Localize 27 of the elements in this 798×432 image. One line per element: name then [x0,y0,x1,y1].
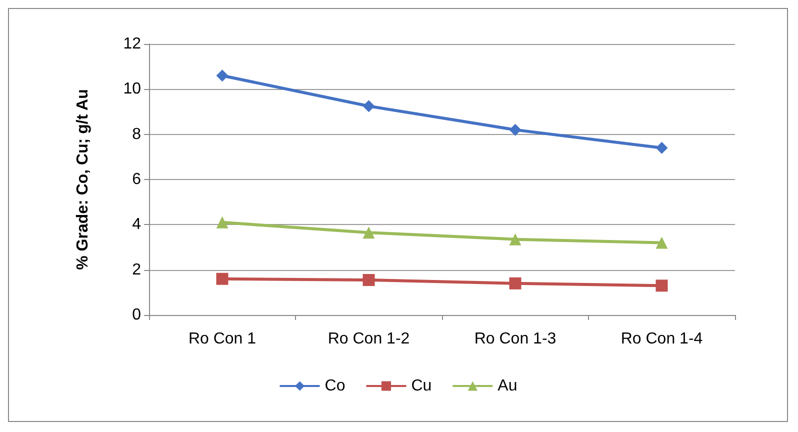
point [509,124,522,136]
point [509,277,522,290]
x-tick-label: Ro Con 1-3 [474,330,556,348]
legend-label: Co [324,378,346,394]
point [216,272,228,285]
y-tick-label: 2 [132,261,142,278]
x-tick-label: Ro Con 1 [188,330,256,348]
y-tick-label: 12 [123,36,142,52]
x-tick-label: Ro Con 1-2 [328,330,410,348]
point [509,233,522,246]
point [656,142,668,154]
point [656,280,668,292]
y-tick-label: 0 [132,306,142,324]
x-tick-label: Ro Con 1-4 [620,330,703,348]
legend-label: Au [498,378,518,394]
y-tick-label: 10 [123,80,142,98]
y-tick-label: 8 [132,126,142,143]
point [656,236,668,249]
legend-label: Cu [411,378,432,394]
point [216,216,228,228]
y-tick-label: 6 [132,171,142,188]
point [216,70,228,82]
y-axis-title: % Grade: Co, Cu; g/t Au [74,89,92,270]
point [362,100,375,112]
y-tick-label: 4 [132,216,142,234]
point [362,274,375,286]
point [362,226,375,239]
